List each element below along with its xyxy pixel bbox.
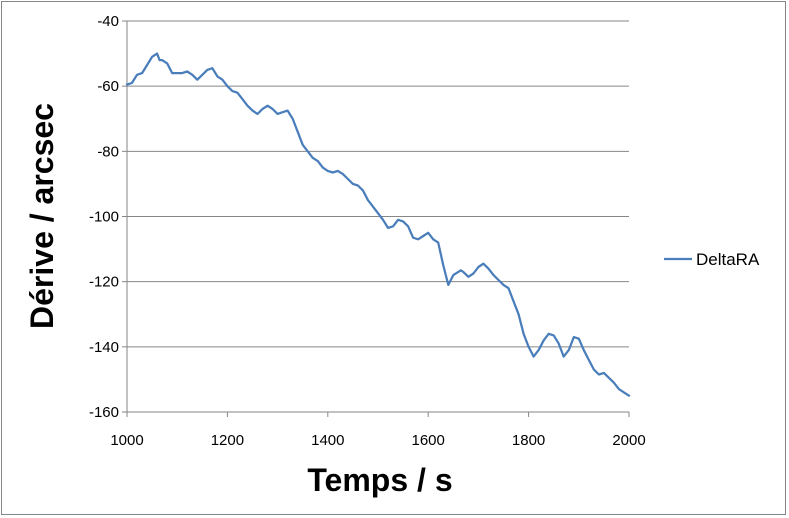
- x-tick-label: 1200: [211, 432, 244, 449]
- x-tick-label: 1400: [311, 432, 344, 449]
- y-tick-label: -80: [97, 143, 119, 160]
- x-axis: 1000 1200 1400 1600 1800 2000: [110, 411, 646, 449]
- series-line-deltara: [125, 52, 631, 397]
- y-axis: -160 -140 -120 -100 -80 -60 -40: [89, 13, 128, 421]
- x-tick-label: 1800: [512, 432, 545, 449]
- gridlines: [127, 20, 629, 348]
- y-tick-label: -60: [97, 78, 119, 95]
- series-layer: [125, 52, 631, 397]
- y-tick-label: -120: [89, 274, 119, 291]
- x-tick-label: 1000: [110, 432, 143, 449]
- x-axis-title: Temps / s: [307, 462, 452, 498]
- x-tick-label: 2000: [612, 432, 645, 449]
- y-tick-label: -140: [89, 339, 119, 356]
- legend-label-deltara: DeltaRA: [696, 250, 760, 269]
- y-tick-label: -40: [97, 13, 119, 30]
- legend: DeltaRA: [664, 250, 760, 269]
- x-tick-label: 1600: [412, 432, 445, 449]
- y-axis-title: Dérive / arcsec: [24, 103, 60, 329]
- y-tick-label: -100: [89, 209, 119, 226]
- y-tick-label: -160: [89, 404, 119, 421]
